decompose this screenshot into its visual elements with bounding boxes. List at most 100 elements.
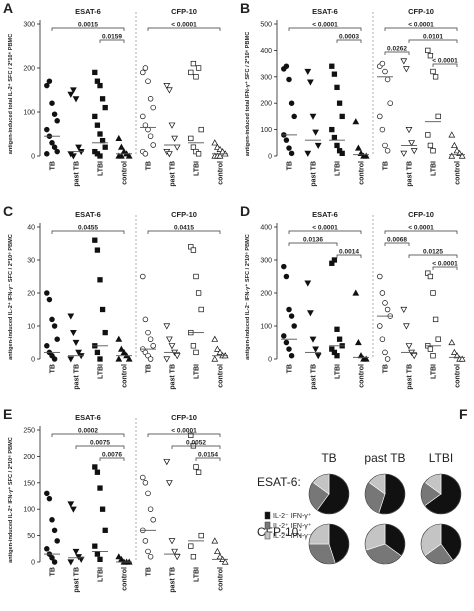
p-value: 0.0068: [387, 237, 407, 244]
point: [339, 113, 345, 120]
bracket: [384, 51, 410, 55]
x-tick-label: LTBI: [98, 364, 105, 379]
point: [221, 558, 229, 565]
point: [190, 554, 197, 560]
point: [355, 144, 362, 151]
point: [168, 538, 176, 545]
point: [140, 69, 146, 76]
p-value: < 0.0001: [312, 22, 338, 29]
point: [427, 142, 434, 149]
point: [331, 71, 338, 77]
y-tick-label: 100: [260, 127, 272, 134]
point: [451, 141, 458, 149]
point: [304, 280, 312, 287]
point: [44, 290, 50, 296]
point: [314, 142, 322, 149]
x-tick-label: control: [359, 364, 366, 388]
point: [147, 133, 154, 139]
point: [286, 76, 292, 83]
y-tick-label: 100: [23, 507, 35, 514]
point: [92, 237, 98, 243]
y-tick-label: 250: [23, 428, 35, 435]
point: [453, 352, 461, 359]
pie-outline: [364, 473, 406, 515]
point: [67, 356, 75, 363]
x-tick-label: control: [218, 364, 225, 388]
point: [94, 78, 101, 84]
x-tick-label: LTBI: [194, 567, 201, 582]
point: [173, 144, 181, 151]
point: [94, 469, 101, 475]
row-label: ESAT-6:: [257, 475, 301, 489]
point: [403, 66, 410, 73]
x-tick-label: LTBI: [98, 161, 105, 176]
point: [75, 349, 82, 356]
legend-swatch: [264, 531, 271, 540]
point: [70, 87, 77, 94]
point: [211, 537, 219, 544]
point: [115, 335, 123, 342]
x-tick-label: past TB: [74, 161, 81, 187]
point: [49, 316, 55, 323]
point: [458, 355, 466, 362]
point: [291, 323, 297, 329]
x-tick-label: LTBI: [335, 161, 342, 176]
point: [168, 343, 176, 350]
group-label: CFP-10: [171, 413, 197, 422]
point: [427, 346, 434, 352]
group-label: CFP-10: [171, 210, 197, 219]
point: [163, 83, 171, 90]
point: [44, 151, 50, 157]
point: [94, 349, 101, 356]
point: [377, 273, 383, 280]
y-tick-label: 20: [27, 291, 35, 298]
x-tick-label: TB: [146, 567, 153, 576]
bracket: [288, 242, 338, 246]
point: [379, 290, 386, 296]
point: [334, 353, 340, 359]
panel-letter: D: [240, 203, 250, 219]
point: [92, 543, 98, 549]
x-tick-label: past TB: [311, 161, 318, 187]
y-tick-label: 400: [260, 48, 272, 55]
point: [352, 118, 360, 125]
point: [405, 127, 413, 134]
point: [49, 140, 55, 146]
legend-swatch: [264, 521, 271, 530]
point: [67, 559, 75, 566]
bracket: [51, 433, 125, 437]
point: [387, 100, 393, 106]
bracket: [336, 39, 362, 43]
point: [435, 113, 441, 120]
point: [198, 306, 204, 313]
p-value: < 0.0001: [408, 22, 434, 29]
point: [147, 356, 154, 362]
point: [198, 126, 204, 133]
point: [190, 144, 197, 150]
point: [145, 490, 151, 497]
point: [140, 273, 146, 280]
p-value: 0.0125: [423, 249, 443, 256]
point: [163, 459, 171, 466]
point: [173, 353, 181, 360]
point: [283, 63, 290, 69]
point: [125, 355, 133, 362]
point: [448, 338, 456, 346]
point: [115, 355, 123, 362]
y-tick-label: 30: [27, 258, 35, 265]
bracket: [75, 445, 125, 449]
bracket: [432, 63, 458, 67]
point: [46, 78, 53, 84]
point: [145, 126, 151, 133]
point: [44, 82, 50, 89]
point: [458, 152, 466, 159]
group-label: ESAT-6: [312, 210, 338, 219]
p-value: 0.0415: [174, 225, 194, 232]
point: [150, 517, 156, 523]
point: [67, 501, 75, 508]
y-tick-label: 0: [31, 560, 35, 567]
x-tick-label: TB: [287, 364, 294, 373]
bracket: [99, 457, 125, 461]
point: [97, 153, 103, 159]
point: [379, 126, 386, 133]
